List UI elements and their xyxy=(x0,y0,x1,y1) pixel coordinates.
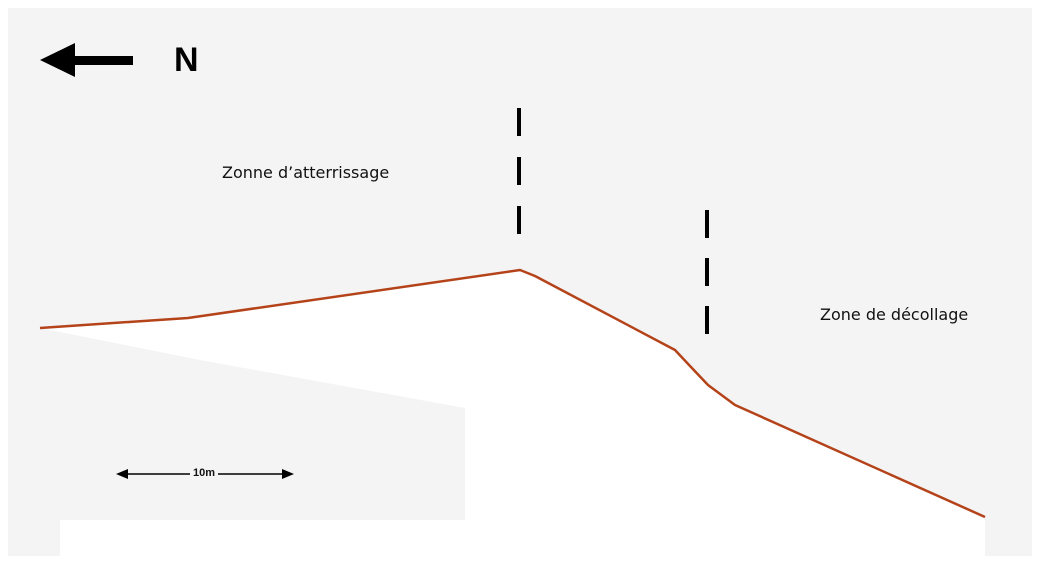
summit-dashed-marker xyxy=(517,108,521,234)
ground-mask xyxy=(40,270,985,562)
terrain-profile-line xyxy=(39,268,986,519)
takeoff-dashed-marker xyxy=(705,210,709,334)
north-label: N xyxy=(174,41,199,79)
scale-label: 10m xyxy=(190,466,219,480)
bottom-white-band xyxy=(60,522,980,562)
takeoff-zone-label: Zone de décollage xyxy=(820,305,969,324)
landing-zone-label: Zonne d’atterrissage xyxy=(222,163,390,182)
north-arrow-icon xyxy=(40,43,133,77)
